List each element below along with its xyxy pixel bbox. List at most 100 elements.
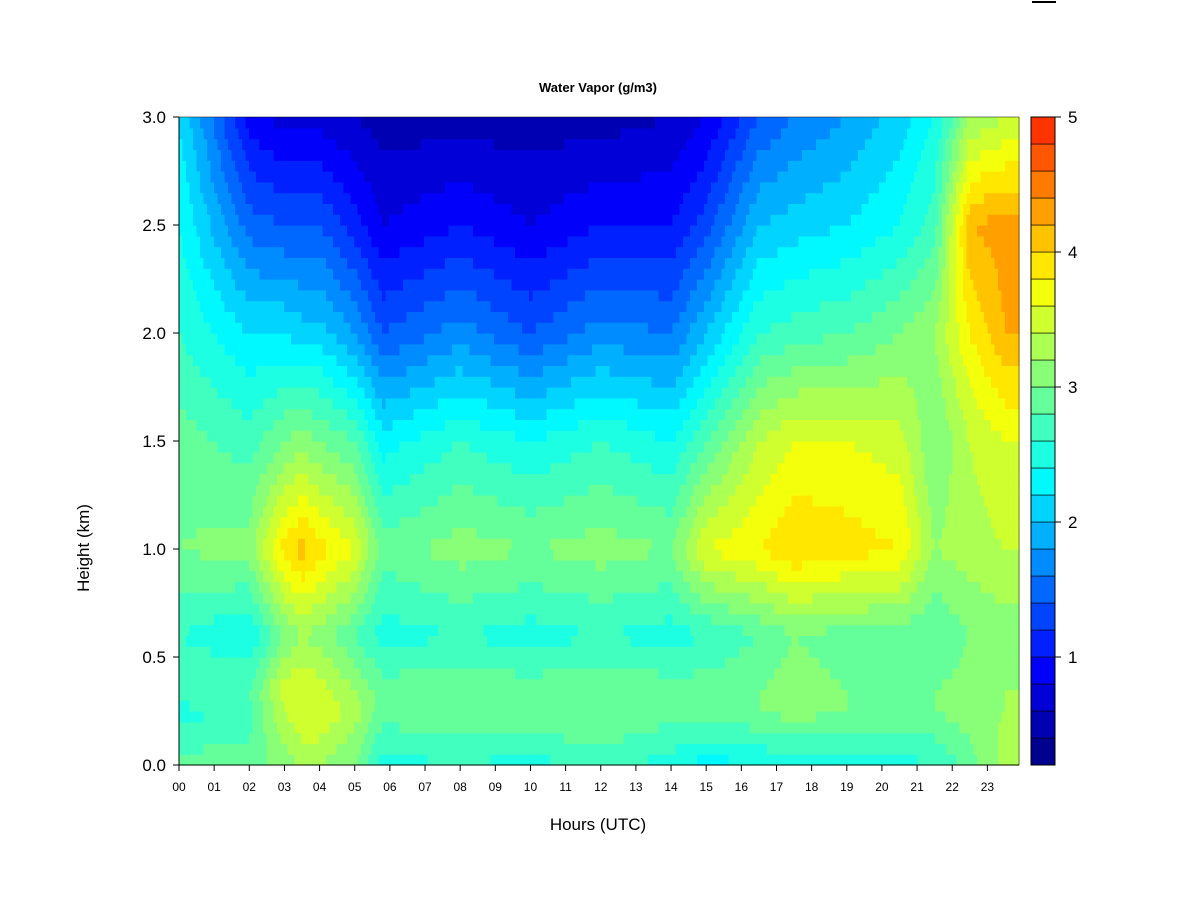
- heatmap-cell: [224, 268, 229, 280]
- heatmap-cell: [438, 451, 443, 464]
- heatmap-cell: [298, 667, 303, 680]
- heatmap-cell: [434, 592, 439, 604]
- heatmap-cell: [203, 192, 208, 204]
- heatmap-cell: [305, 279, 310, 291]
- heatmap-cell: [221, 408, 226, 420]
- heatmap-cell: [448, 127, 453, 140]
- heatmap-cell: [452, 408, 457, 420]
- heatmap-cell: [256, 181, 261, 194]
- heatmap-cell: [441, 592, 446, 604]
- heatmap-cell: [270, 117, 275, 129]
- heatmap-cell: [434, 333, 439, 345]
- heatmap-cell: [291, 117, 296, 129]
- heatmap-cell: [427, 635, 432, 647]
- heatmap-cell: [434, 171, 439, 183]
- heatmap-cell: [256, 657, 261, 669]
- heatmap-cell: [371, 689, 376, 701]
- heatmap-cell: [455, 473, 460, 485]
- heatmap-cell: [448, 581, 453, 593]
- heatmap-cell: [252, 181, 257, 194]
- heatmap-cell: [217, 333, 222, 345]
- heatmap-cell: [389, 570, 394, 582]
- heatmap-cell: [420, 333, 425, 345]
- heatmap-cell: [312, 387, 317, 399]
- heatmap-cell: [193, 397, 198, 410]
- heatmap-cell: [228, 171, 233, 183]
- heatmap-cell: [399, 268, 404, 280]
- heatmap-cell: [228, 408, 233, 420]
- heatmap-cell: [291, 300, 296, 312]
- heatmap-cell: [221, 613, 226, 626]
- heatmap-cell: [259, 408, 264, 420]
- heatmap-cell: [231, 117, 236, 129]
- heatmap-cell: [396, 203, 401, 215]
- heatmap-cell: [287, 117, 292, 129]
- heatmap-cell: [291, 484, 296, 496]
- heatmap-cell: [403, 365, 408, 377]
- heatmap-cell: [214, 613, 219, 626]
- heatmap-cell: [455, 484, 460, 496]
- heatmap-cell: [357, 397, 362, 410]
- heatmap-cell: [287, 657, 292, 669]
- heatmap-cell: [189, 592, 194, 604]
- heatmap-cell: [308, 289, 313, 302]
- heatmap-cell: [445, 646, 450, 658]
- heatmap-cell: [273, 127, 278, 140]
- heatmap-cell: [259, 516, 264, 528]
- heatmap-cell: [266, 700, 271, 712]
- heatmap-cell: [308, 581, 313, 593]
- heatmap-cell: [182, 732, 187, 744]
- heatmap-cell: [231, 408, 236, 420]
- heatmap-cell: [252, 711, 257, 723]
- heatmap-cell: [403, 138, 408, 150]
- heatmap-cell: [224, 505, 229, 518]
- heatmap-cell: [462, 160, 467, 172]
- heatmap-cell: [179, 214, 184, 226]
- heatmap-cell: [350, 171, 355, 183]
- heatmap-cell: [322, 333, 327, 345]
- heatmap-cell: [452, 268, 457, 280]
- heatmap-cell: [273, 430, 278, 442]
- heatmap-cell: [256, 473, 261, 485]
- heatmap-cell: [273, 462, 278, 474]
- heatmap-cell: [343, 495, 348, 507]
- heatmap-cell: [228, 365, 233, 377]
- heatmap-cell: [238, 171, 243, 183]
- heatmap-cell: [410, 613, 415, 626]
- heatmap-cell: [424, 365, 429, 377]
- heatmap-cell: [203, 505, 208, 518]
- heatmap-cell: [259, 300, 264, 312]
- heatmap-cell: [301, 192, 306, 204]
- heatmap-cell: [249, 333, 254, 345]
- heatmap-cell: [459, 225, 464, 237]
- heatmap-cell: [305, 689, 310, 701]
- heatmap-cell: [182, 311, 187, 323]
- heatmap-cell: [203, 149, 208, 161]
- heatmap-cell: [389, 311, 394, 323]
- heatmap-cell: [312, 117, 317, 129]
- heatmap-cell: [403, 484, 408, 496]
- heatmap-cell: [336, 505, 341, 518]
- heatmap-cell: [350, 160, 355, 172]
- heatmap-cell: [280, 559, 285, 572]
- heatmap-cell: [319, 408, 324, 420]
- heatmap-cell: [322, 214, 327, 226]
- heatmap-cell: [361, 181, 366, 194]
- heatmap-cell: [455, 117, 460, 129]
- heatmap-cell: [329, 408, 334, 420]
- heatmap-cell: [361, 268, 366, 280]
- heatmap-cell: [417, 667, 422, 680]
- heatmap-cell: [343, 646, 348, 658]
- heatmap-cell: [249, 268, 254, 280]
- heatmap-cell: [259, 235, 264, 248]
- heatmap-cell: [245, 754, 250, 766]
- heatmap-cell: [340, 451, 345, 464]
- heatmap-cell: [189, 235, 194, 248]
- heatmap-cell: [431, 743, 436, 755]
- heatmap-cell: [200, 192, 205, 204]
- heatmap-cell: [179, 711, 184, 723]
- heatmap-cell: [270, 311, 275, 323]
- heatmap-cell: [259, 689, 264, 701]
- heatmap-cell: [224, 657, 229, 669]
- heatmap-cell: [210, 646, 215, 658]
